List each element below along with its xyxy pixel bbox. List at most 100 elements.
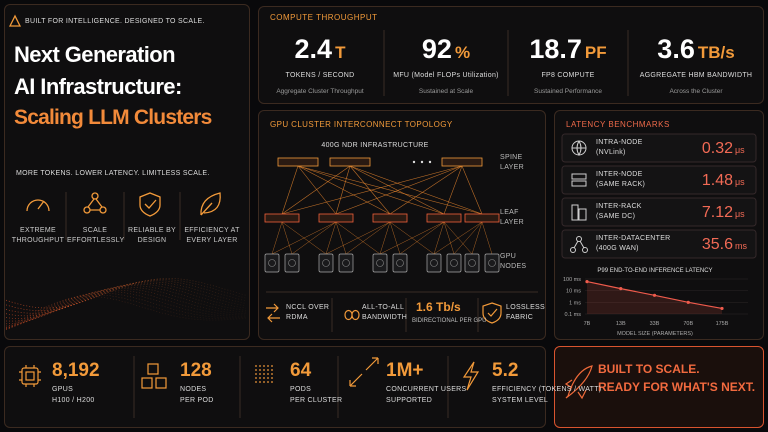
link <box>281 221 293 255</box>
link <box>335 221 347 255</box>
dot <box>255 369 257 371</box>
row-unit: μs <box>735 209 745 219</box>
building-icon <box>571 204 579 221</box>
metric-value: 92% <box>422 34 470 65</box>
row-detail: (NVLink) <box>596 149 626 156</box>
cta-line: READY FOR WHAT'S NEXT. <box>598 380 756 394</box>
link <box>325 221 391 255</box>
dot <box>267 373 269 375</box>
shield-icon <box>482 302 502 324</box>
panel-title: GPU CLUSTER INTERCONNECT TOPOLOGY <box>270 120 453 129</box>
fan <box>342 259 350 267</box>
dot <box>263 365 265 367</box>
topology-panel <box>258 110 546 340</box>
chart-title: P99 END-TO-END INFERENCE LATENCY <box>597 268 712 274</box>
dot <box>271 373 273 375</box>
gpu-node <box>372 253 388 273</box>
dot <box>255 365 257 367</box>
dot <box>271 377 273 379</box>
shield-icon <box>139 192 161 217</box>
spine-switch <box>329 157 371 167</box>
dot <box>271 369 273 371</box>
link <box>433 221 483 255</box>
dot <box>267 369 269 371</box>
node-links <box>87 198 103 211</box>
x-tick-label: 7B <box>584 321 591 327</box>
stat-note: PER CLUSTER <box>290 397 343 404</box>
row-box <box>561 133 757 163</box>
dot <box>255 377 257 379</box>
dot <box>263 369 265 371</box>
gpu-node <box>426 253 442 273</box>
fan <box>396 259 404 267</box>
arrows-icon <box>266 303 280 323</box>
panel-title: COMPUTE THROUGHPUT <box>270 13 378 22</box>
fan <box>268 259 276 267</box>
fan <box>288 259 296 267</box>
link <box>349 165 391 215</box>
chip-icon <box>21 367 39 385</box>
fan <box>468 259 476 267</box>
row-value: 0.32 <box>701 140 733 157</box>
bolt-icon <box>462 361 480 391</box>
value: 18.7 <box>529 34 582 64</box>
title-line: AI Infrastructure: <box>14 74 182 99</box>
link <box>281 165 351 215</box>
subtitle: MORE TOKENS. LOWER LATENCY. LIMITLESS SC… <box>16 170 210 177</box>
metric-note: Aggregate Cluster Throughput <box>276 88 364 95</box>
topology-icons <box>266 302 502 324</box>
link <box>325 221 337 255</box>
stat-note: SYSTEM LEVEL <box>492 397 549 404</box>
row-box <box>561 165 757 195</box>
dot <box>271 381 273 383</box>
link <box>271 221 283 255</box>
feature-icons <box>26 192 221 217</box>
value: 92 <box>421 34 452 64</box>
stats-panel <box>4 346 546 428</box>
metric-label: FP8 COMPUTE <box>541 72 595 79</box>
logo <box>8 14 22 27</box>
leaf-switch <box>464 213 500 223</box>
link <box>349 165 483 215</box>
dot <box>259 377 261 379</box>
unit: TB/s <box>697 43 735 62</box>
network-icon <box>582 247 588 253</box>
title-line: Next Generation <box>14 42 176 67</box>
fan <box>322 259 330 267</box>
dot <box>263 377 265 379</box>
gauge-needle <box>37 200 45 210</box>
hero-panel <box>4 4 250 340</box>
unit: T <box>335 43 346 62</box>
rocket-icon <box>564 365 593 400</box>
value: 3.6 <box>657 34 695 64</box>
x-tick-label: 33B <box>650 321 660 327</box>
metric-label: AGGREGATE HBM BANDWIDTH <box>639 72 753 79</box>
wave <box>5 282 247 319</box>
layer-label: GPU NODES <box>500 253 527 270</box>
dot <box>255 381 257 383</box>
feature-label: NCCL OVER RDMA <box>286 304 330 321</box>
row-box <box>561 197 757 227</box>
link <box>349 165 445 215</box>
stat-note: PER POD <box>180 397 214 404</box>
gpu-node <box>464 253 480 273</box>
fan <box>376 259 384 267</box>
link <box>481 221 493 255</box>
title-highlight: Scaling LLM Clusters <box>14 106 212 129</box>
row-name: INTER-NODE <box>596 171 643 178</box>
link <box>389 221 401 255</box>
metric-label: MFU (Model FLOPs Utilization) <box>393 72 499 79</box>
feature-label: EXTREME THROUGHPUT <box>11 227 65 244</box>
link <box>335 165 463 215</box>
stat-label: GPUS <box>52 386 74 393</box>
node-icon <box>99 206 107 214</box>
node-icon <box>83 206 91 214</box>
row-value: 7.12 <box>701 204 733 221</box>
check <box>144 199 157 209</box>
link <box>271 221 337 255</box>
metric-value: 2.4 T <box>295 34 346 65</box>
dot <box>263 373 265 375</box>
link <box>399 221 445 255</box>
